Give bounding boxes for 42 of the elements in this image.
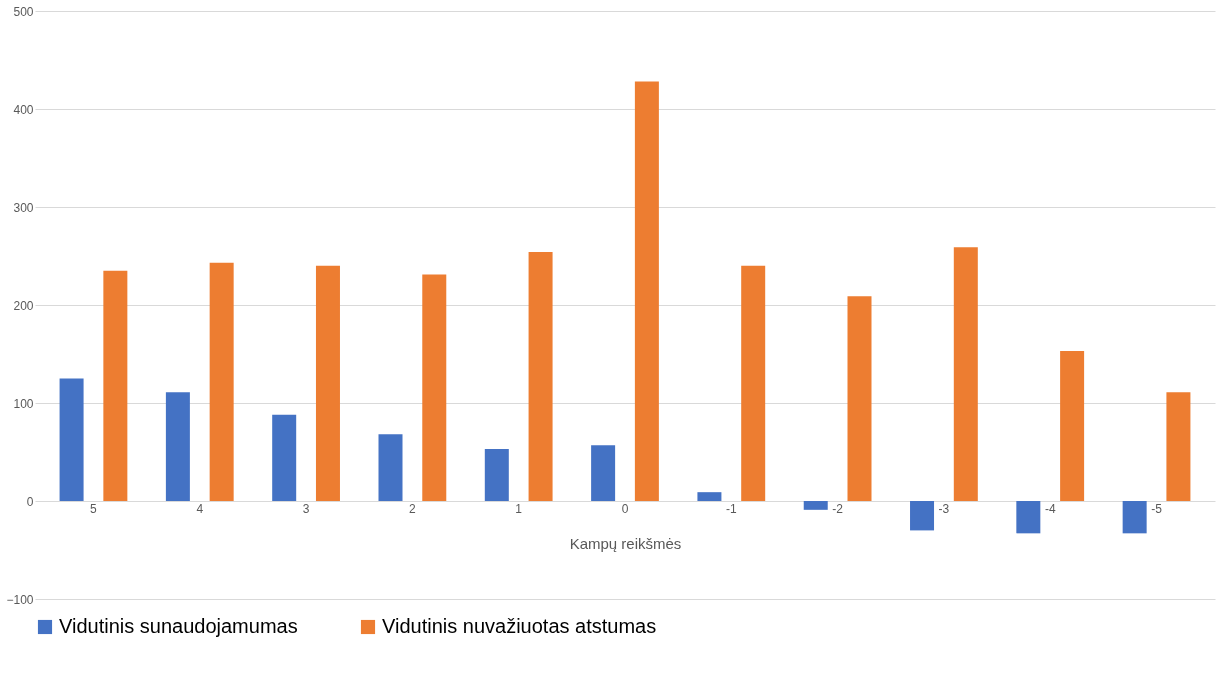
y-tick-label: 400 (13, 102, 34, 117)
y-tick-label: −100 (6, 592, 34, 607)
x-tick-label: -5 (1151, 501, 1163, 516)
x-tick-label: 4 (196, 501, 204, 516)
x-axis-title: Kampų reikšmės (569, 534, 682, 552)
bar (165, 392, 190, 501)
bar (803, 501, 828, 510)
y-tick-label: 300 (13, 200, 34, 215)
bar (1060, 351, 1085, 501)
bar (1166, 392, 1191, 501)
bar (209, 262, 234, 501)
bar (103, 270, 128, 501)
bar (1016, 501, 1041, 534)
x-tick-label: 5 (90, 501, 98, 516)
bar (697, 492, 722, 501)
bar (315, 265, 340, 501)
bar (634, 81, 659, 501)
x-tick-label: 1 (515, 501, 523, 516)
x-tick-label: 3 (302, 501, 310, 516)
bar (910, 501, 935, 531)
bar (528, 252, 553, 501)
bar (741, 265, 766, 501)
bar (953, 247, 978, 501)
x-tick-label: 2 (409, 501, 417, 516)
y-tick-label: 500 (13, 4, 34, 19)
bar (378, 434, 403, 501)
legend-label: Vidutinis sunaudojamumas (59, 615, 298, 637)
bar (1122, 501, 1147, 534)
bar (484, 449, 509, 501)
bar (422, 274, 447, 501)
x-tick-label: -1 (725, 501, 737, 516)
legend-label: Vidutinis nuvažiuotas atstumas (382, 615, 657, 637)
bar (59, 378, 84, 501)
x-tick-label: -4 (1044, 501, 1056, 516)
bar (591, 445, 616, 501)
x-tick-label: -3 (938, 501, 950, 516)
y-tick-label: 200 (13, 298, 34, 313)
bar (272, 414, 297, 501)
x-tick-label: 0 (621, 501, 629, 516)
y-tick-label: 100 (13, 396, 34, 411)
bar (847, 296, 872, 501)
x-tick-label: -2 (832, 501, 844, 516)
